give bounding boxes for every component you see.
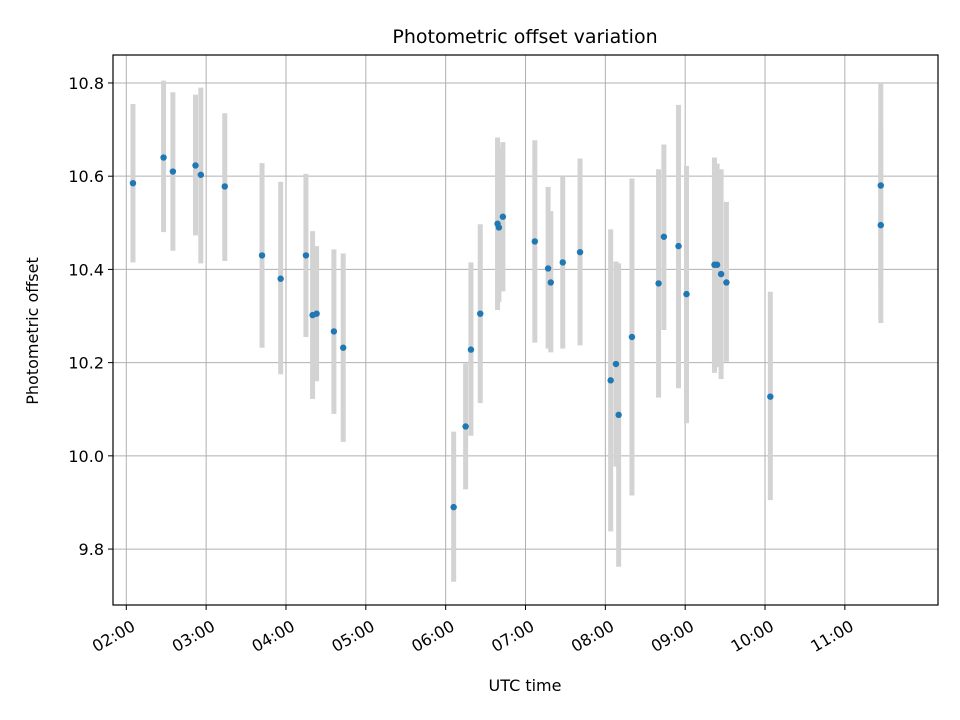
y-axis-ticks: 9.8 10.0 10.2 10.4 10.6 10.8	[68, 74, 113, 559]
y-tick-label: 10.2	[68, 354, 104, 373]
data-point	[258, 252, 266, 259]
data-point	[877, 182, 884, 189]
data-point	[467, 346, 475, 353]
y-tick-label: 10.0	[68, 447, 104, 466]
data-point	[169, 168, 177, 175]
grid	[113, 55, 938, 605]
data-point	[495, 224, 503, 231]
data-point	[877, 221, 884, 229]
data-point	[559, 259, 566, 266]
data-point	[607, 377, 614, 384]
data-point	[660, 233, 668, 240]
data-point	[197, 171, 205, 178]
y-tick-label: 10.8	[68, 74, 104, 93]
data-point	[612, 360, 620, 368]
data-point	[576, 248, 584, 256]
data-point	[683, 290, 690, 298]
chart-title: Photometric offset variation	[392, 26, 657, 48]
data-points	[129, 154, 884, 511]
data-point	[547, 279, 554, 286]
data-point	[277, 275, 284, 282]
data-point	[615, 411, 622, 419]
data-point	[340, 344, 347, 351]
data-point	[675, 242, 682, 250]
data-point	[129, 179, 137, 187]
y-tick-label: 9.8	[79, 540, 104, 559]
y-tick-label: 10.4	[68, 260, 104, 279]
y-axis-label: Photometric offset	[23, 257, 42, 405]
data-point	[462, 423, 469, 430]
data-point	[713, 261, 721, 268]
data-point	[221, 183, 228, 190]
data-point	[723, 279, 730, 286]
data-point	[477, 310, 484, 317]
data-point	[450, 503, 457, 511]
data-point	[655, 280, 662, 287]
data-point	[192, 162, 199, 169]
data-point	[499, 213, 507, 220]
data-point	[302, 252, 310, 259]
y-tick-label: 10.6	[68, 167, 104, 186]
data-point	[330, 328, 338, 335]
data-point	[531, 238, 539, 245]
data-point	[717, 270, 725, 278]
data-point	[544, 265, 552, 272]
data-point	[767, 393, 774, 400]
x-axis-label: UTC time	[489, 676, 562, 695]
data-point	[160, 154, 167, 161]
data-point	[628, 333, 636, 341]
data-point	[313, 310, 320, 317]
